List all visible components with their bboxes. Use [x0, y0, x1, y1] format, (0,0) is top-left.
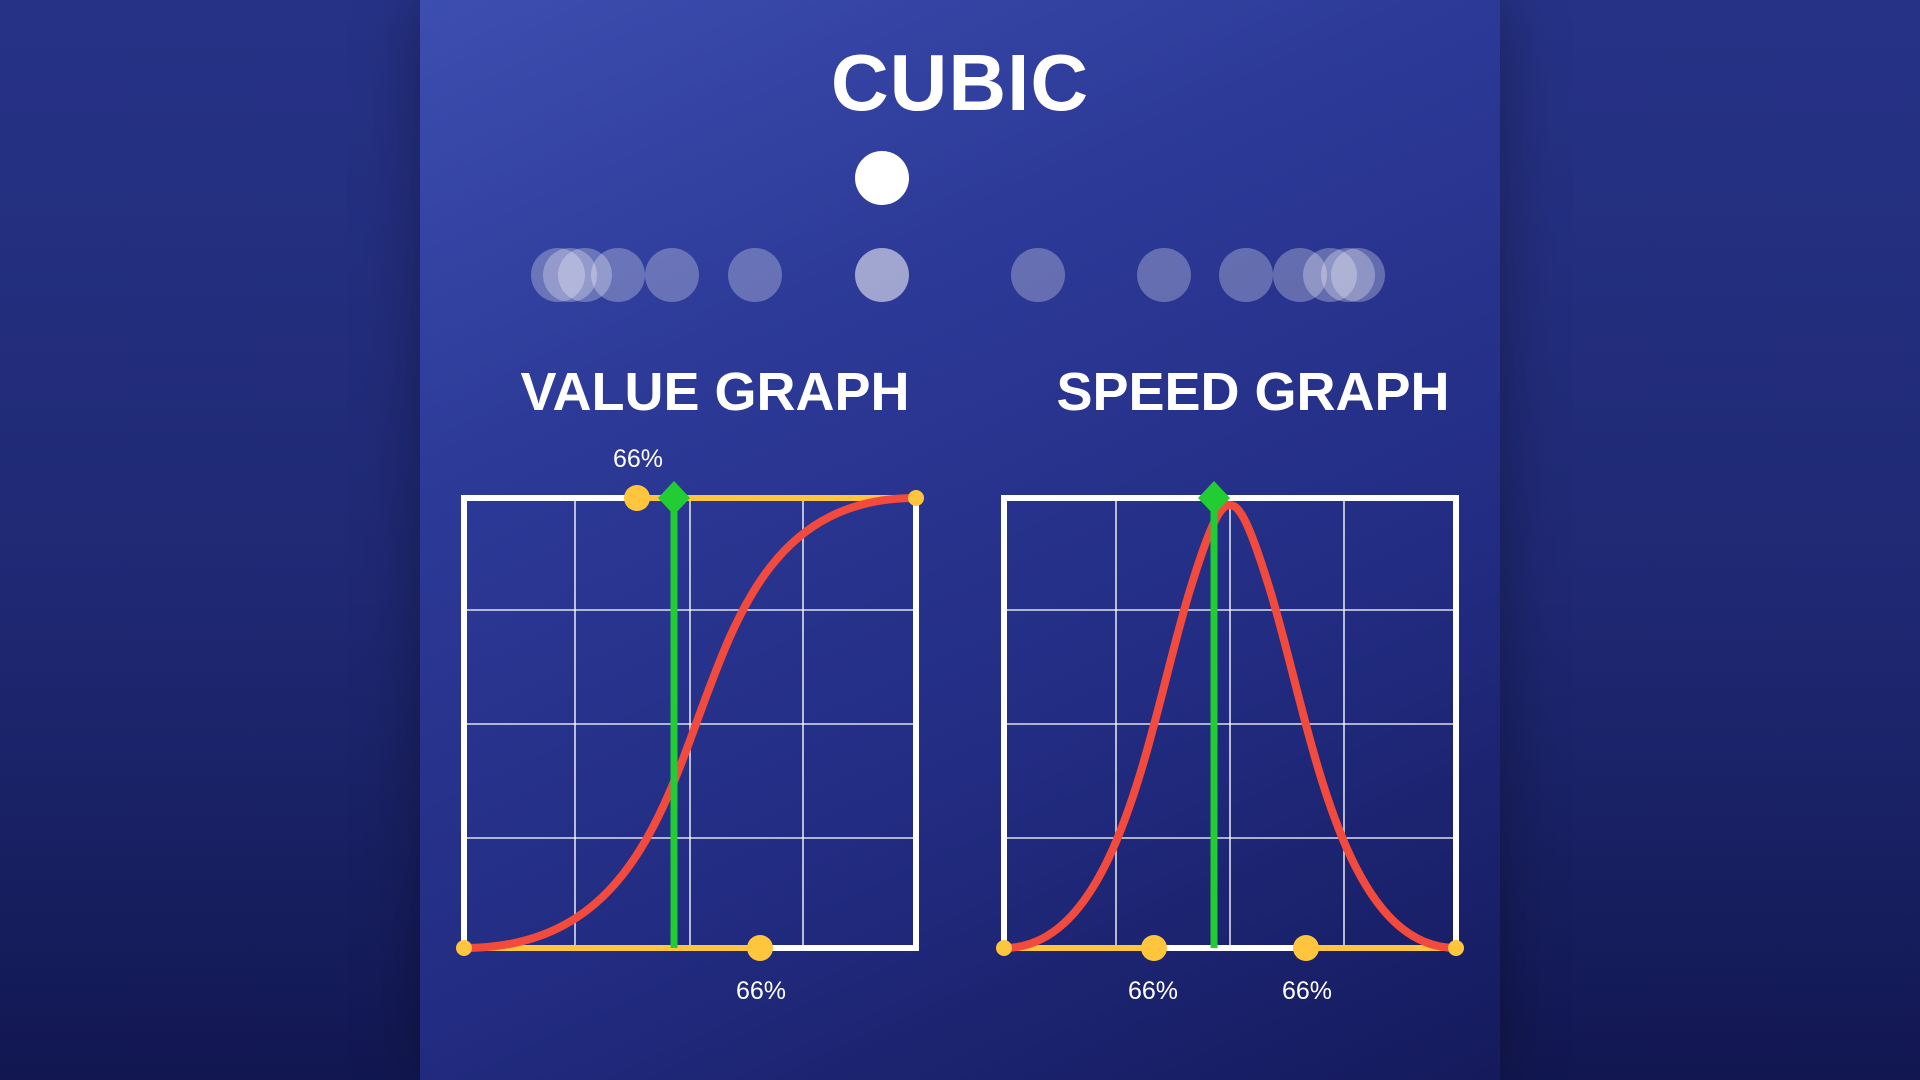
trail-ball — [645, 248, 699, 302]
speed-grid — [1004, 498, 1456, 948]
bottom-influence-handle[interactable] — [747, 935, 773, 961]
value-playhead-diamond[interactable] — [658, 481, 690, 515]
trail-ball — [558, 248, 612, 302]
trail-ball — [1219, 248, 1273, 302]
speed-playhead-diamond[interactable] — [1198, 481, 1230, 515]
trail-ball — [591, 248, 645, 302]
value-graph: 66% 66% — [456, 445, 924, 1005]
animation-stage: CUBIC VALUE GRAPH SPEED GRAPH — [420, 0, 1500, 1080]
page-title: CUBIC — [830, 38, 1090, 127]
end-keyframe[interactable] — [908, 490, 924, 506]
speed-start-keyframe[interactable] — [996, 940, 1012, 956]
bottom-handle-label: 66% — [736, 977, 786, 1005]
top-influence-handle[interactable] — [624, 485, 650, 511]
right-handle-label: 66% — [1282, 977, 1332, 1005]
trail-ball — [728, 248, 782, 302]
value-graph-heading: VALUE GRAPH — [520, 362, 910, 422]
trail-ball — [531, 248, 585, 302]
top-handle-label: 66% — [613, 445, 663, 473]
value-grid — [464, 498, 916, 948]
left-influence-handle[interactable] — [1141, 935, 1167, 961]
speed-graph-heading: SPEED GRAPH — [1056, 362, 1450, 422]
speed-graph: 66% 66% — [996, 481, 1464, 1005]
trail-ball — [1011, 248, 1065, 302]
graphs-canvas: 66% 66% 66% 66% — [456, 445, 1464, 1005]
value-curve — [460, 494, 920, 952]
trail-ball-current — [855, 248, 909, 302]
trail-ball — [1303, 248, 1357, 302]
left-handle-label: 66% — [1128, 977, 1178, 1005]
speed-end-keyframe[interactable] — [1448, 940, 1464, 956]
motion-trail — [531, 248, 1385, 302]
start-keyframe[interactable] — [456, 940, 472, 956]
speed-curve — [1000, 500, 1460, 952]
moving-ball — [855, 151, 909, 205]
trail-ball — [1321, 248, 1375, 302]
motion-demo — [531, 151, 1385, 302]
trail-ball — [1137, 248, 1191, 302]
trail-ball — [1273, 248, 1327, 302]
right-influence-handle[interactable] — [1293, 935, 1319, 961]
left-backdrop — [0, 0, 420, 1080]
trail-ball — [1331, 248, 1385, 302]
right-backdrop — [1500, 0, 1920, 1080]
trail-ball — [543, 248, 597, 302]
